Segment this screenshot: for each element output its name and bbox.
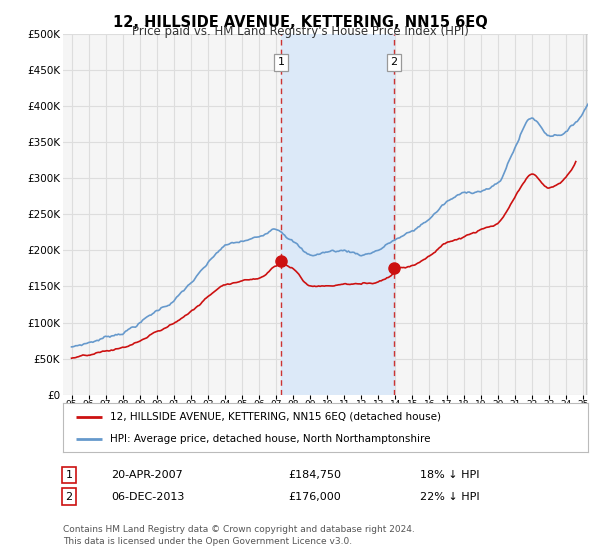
Bar xyxy=(281,34,394,395)
Text: Contains HM Land Registry data © Crown copyright and database right 2024.
This d: Contains HM Land Registry data © Crown c… xyxy=(63,525,415,546)
Text: £176,000: £176,000 xyxy=(288,492,341,502)
Text: 06-DEC-2013: 06-DEC-2013 xyxy=(111,492,184,502)
Text: 1: 1 xyxy=(278,58,284,68)
Text: 2: 2 xyxy=(65,492,73,502)
Text: Price paid vs. HM Land Registry's House Price Index (HPI): Price paid vs. HM Land Registry's House … xyxy=(131,25,469,38)
Text: £184,750: £184,750 xyxy=(288,470,341,480)
Text: 1: 1 xyxy=(65,470,73,480)
Text: HPI: Average price, detached house, North Northamptonshire: HPI: Average price, detached house, Nort… xyxy=(110,434,431,444)
Text: 12, HILLSIDE AVENUE, KETTERING, NN15 6EQ (detached house): 12, HILLSIDE AVENUE, KETTERING, NN15 6EQ… xyxy=(110,412,441,422)
Text: 20-APR-2007: 20-APR-2007 xyxy=(111,470,183,480)
Text: 18% ↓ HPI: 18% ↓ HPI xyxy=(420,470,479,480)
Text: 2: 2 xyxy=(391,58,398,68)
Text: 12, HILLSIDE AVENUE, KETTERING, NN15 6EQ: 12, HILLSIDE AVENUE, KETTERING, NN15 6EQ xyxy=(113,15,487,30)
Text: 22% ↓ HPI: 22% ↓ HPI xyxy=(420,492,479,502)
